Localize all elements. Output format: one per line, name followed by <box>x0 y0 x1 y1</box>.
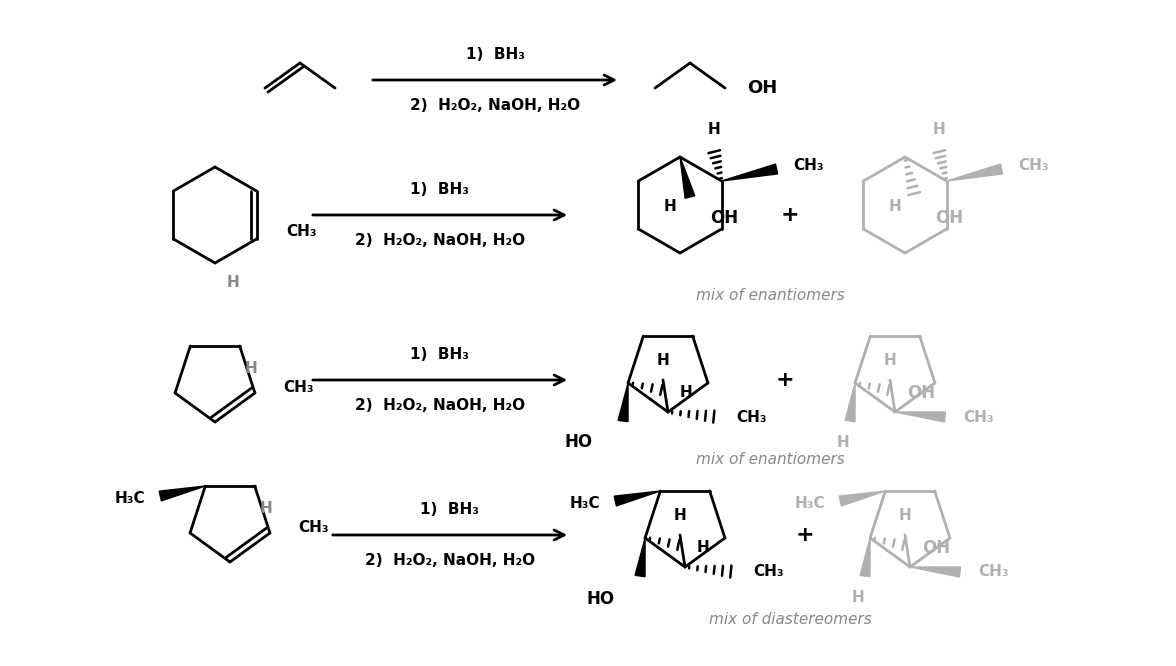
Polygon shape <box>619 383 628 422</box>
Text: H: H <box>836 435 849 450</box>
Text: CH₃: CH₃ <box>283 380 314 396</box>
Polygon shape <box>895 412 946 422</box>
Text: CH₃: CH₃ <box>736 410 767 424</box>
Text: 2)  H₂O₂, NaOH, H₂O: 2) H₂O₂, NaOH, H₂O <box>410 98 580 113</box>
Text: 1)  BH₃: 1) BH₃ <box>410 347 469 362</box>
Polygon shape <box>614 491 660 506</box>
Polygon shape <box>860 538 870 577</box>
Polygon shape <box>722 164 777 181</box>
Text: OH: OH <box>907 384 935 402</box>
Text: 2)  H₂O₂, NaOH, H₂O: 2) H₂O₂, NaOH, H₂O <box>365 553 535 568</box>
Text: HO: HO <box>564 433 593 451</box>
Text: CH₃: CH₃ <box>978 565 1009 579</box>
Text: H: H <box>889 199 901 214</box>
Polygon shape <box>635 538 646 577</box>
Text: H: H <box>680 386 693 400</box>
Text: H: H <box>697 541 710 555</box>
Text: OH: OH <box>935 209 963 227</box>
Text: OH: OH <box>747 79 777 97</box>
Polygon shape <box>947 164 1003 181</box>
Text: H₃C: H₃C <box>115 491 146 505</box>
Text: OH: OH <box>922 539 950 557</box>
Text: HO: HO <box>587 590 615 608</box>
Text: CH₃: CH₃ <box>298 520 328 535</box>
Text: H: H <box>898 508 911 523</box>
Text: +: + <box>796 525 814 545</box>
Polygon shape <box>159 486 206 501</box>
Text: 2)  H₂O₂, NaOH, H₂O: 2) H₂O₂, NaOH, H₂O <box>355 398 524 413</box>
Text: +: + <box>781 205 800 225</box>
Text: H: H <box>674 508 687 523</box>
Text: mix of enantiomers: mix of enantiomers <box>696 288 844 302</box>
Text: CH₃: CH₃ <box>794 157 824 172</box>
Text: H: H <box>851 590 864 605</box>
Text: CH₃: CH₃ <box>1018 157 1049 172</box>
Text: CH₃: CH₃ <box>963 410 994 424</box>
Text: 1)  BH₃: 1) BH₃ <box>466 47 524 62</box>
Text: 1)  BH₃: 1) BH₃ <box>410 182 469 197</box>
Text: H₃C: H₃C <box>569 496 600 511</box>
Text: H: H <box>663 199 676 214</box>
Text: H: H <box>227 275 240 290</box>
Polygon shape <box>910 567 961 577</box>
Polygon shape <box>840 491 886 506</box>
Text: +: + <box>776 370 794 390</box>
Text: H: H <box>656 353 669 368</box>
Text: 2)  H₂O₂, NaOH, H₂O: 2) H₂O₂, NaOH, H₂O <box>355 233 524 248</box>
Polygon shape <box>680 157 695 198</box>
Text: H: H <box>933 122 946 137</box>
Text: OH: OH <box>710 209 739 227</box>
Text: CH₃: CH₃ <box>287 224 318 238</box>
Text: H: H <box>245 361 258 376</box>
Text: H: H <box>260 501 273 516</box>
Polygon shape <box>846 383 855 422</box>
Text: mix of enantiomers: mix of enantiomers <box>696 452 844 468</box>
Text: H: H <box>707 122 720 137</box>
Text: 1)  BH₃: 1) BH₃ <box>421 502 480 517</box>
Text: mix of diastereomers: mix of diastereomers <box>709 613 871 627</box>
Text: CH₃: CH₃ <box>753 565 783 579</box>
Text: H₃C: H₃C <box>795 496 826 511</box>
Text: H: H <box>883 353 896 368</box>
